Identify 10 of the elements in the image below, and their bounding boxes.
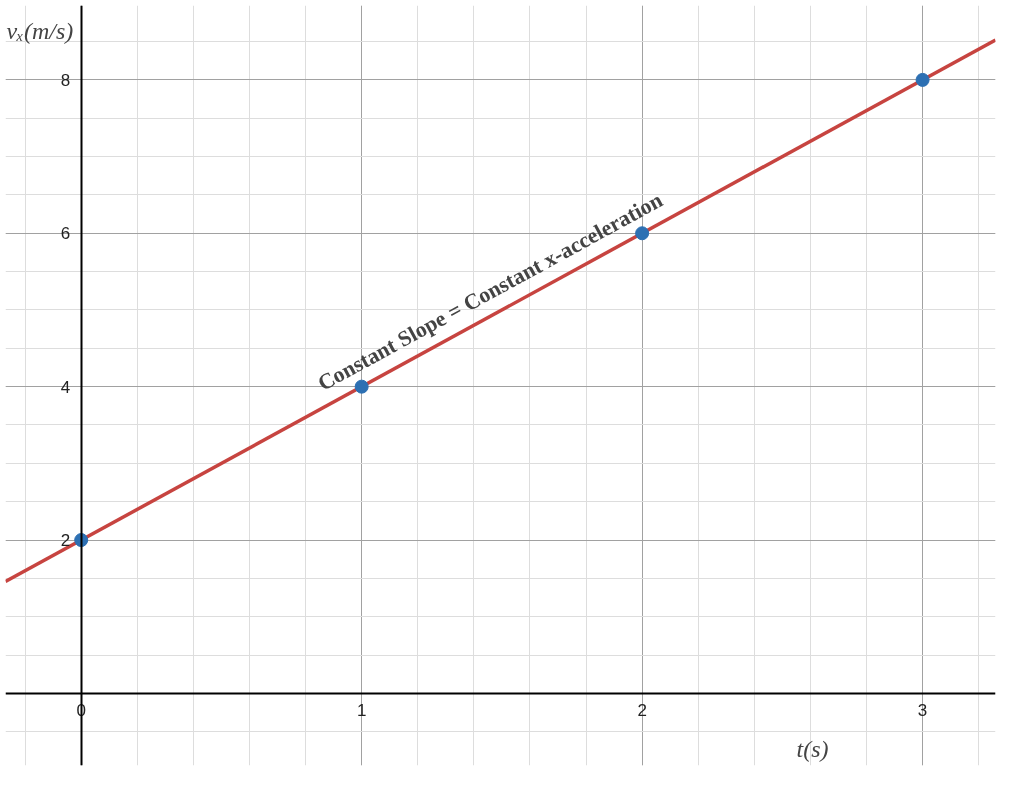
y-tick-label: 4 — [60, 377, 71, 397]
y-axis-title: vₓ(m/s) — [6, 17, 74, 44]
x-tick-label: 2 — [637, 701, 647, 721]
y-tick-label: 8 — [60, 70, 71, 90]
y-tick-label: 2 — [60, 531, 71, 551]
point — [915, 72, 930, 87]
x-tick-label: 3 — [917, 701, 928, 721]
x-axis-title: t(s) — [796, 735, 829, 762]
x-tick-label: 1 — [356, 701, 367, 721]
y-tick-label: 6 — [60, 224, 71, 244]
